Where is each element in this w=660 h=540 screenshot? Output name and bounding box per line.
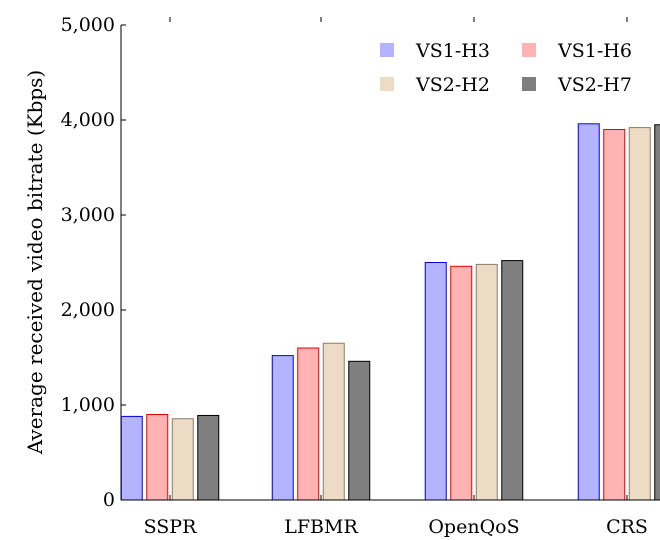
bar-vs1-h6-lfbmr xyxy=(297,347,320,501)
x-tick-label-lfbmr: LFBMR xyxy=(284,516,358,538)
legend-label-vs1-h3: VS1-H3 xyxy=(415,40,490,62)
legend-label-vs2-h7: VS2-H7 xyxy=(557,74,632,96)
x-tick-label-openqos: OpenQoS xyxy=(428,516,519,538)
legend-swatch-vs1-h3 xyxy=(380,43,394,57)
legend-label-vs1-h6: VS1-H6 xyxy=(557,40,632,62)
legend: VS1-H3 VS1-H6 VS2-H2 VS2-H7 xyxy=(380,40,632,96)
bar-vs2-h7-lfbmr xyxy=(348,360,371,501)
y-tick-label: 1,000 xyxy=(61,394,115,416)
legend-label-vs2-h2: VS2-H2 xyxy=(415,74,490,96)
y-tick-label: 2,000 xyxy=(61,299,115,321)
bar-vs1-h6-sspr xyxy=(146,414,169,501)
bar-vs2-h2-openqos xyxy=(475,263,498,501)
bar-vs2-h7-openqos xyxy=(501,260,524,501)
y-tick-label: 5,000 xyxy=(61,14,115,36)
y-tick-label: 0 xyxy=(103,489,115,511)
bar-vs1-h3-lfbmr xyxy=(271,355,294,501)
y-axis-title: Average received video bitrate (Kbps) xyxy=(23,70,47,455)
bar-vs1-h6-crs xyxy=(603,129,626,501)
axes-layer: 0 1,000 2,000 3,000 4,000 5,000 SSPR LFBMR OpenQ… xyxy=(61,14,660,538)
bar-vs1-h3-crs xyxy=(577,123,600,501)
bar-vs2-h7-sspr xyxy=(197,414,220,501)
legend-swatch-vs2-h7 xyxy=(522,77,536,91)
legend-swatch-vs1-h6 xyxy=(522,43,536,57)
y-tick-label: 3,000 xyxy=(61,204,115,226)
bar-vs2-h2-crs xyxy=(628,127,651,501)
bar-vs1-h3-openqos xyxy=(424,262,447,501)
bar-vs2-h2-lfbmr xyxy=(322,342,345,501)
x-tick-label-crs: CRS xyxy=(606,516,648,538)
bar-vs1-h3-sspr xyxy=(120,415,143,501)
bar-vs2-h2-sspr xyxy=(171,418,194,501)
bar-vs1-h6-openqos xyxy=(450,265,473,501)
y-tick-label: 4,000 xyxy=(61,109,115,131)
legend-swatch-vs2-h2 xyxy=(380,77,394,91)
bars-layer xyxy=(120,123,660,501)
x-tick-label-sspr: SSPR xyxy=(144,516,197,538)
bar-vs2-h7-crs xyxy=(654,124,660,501)
